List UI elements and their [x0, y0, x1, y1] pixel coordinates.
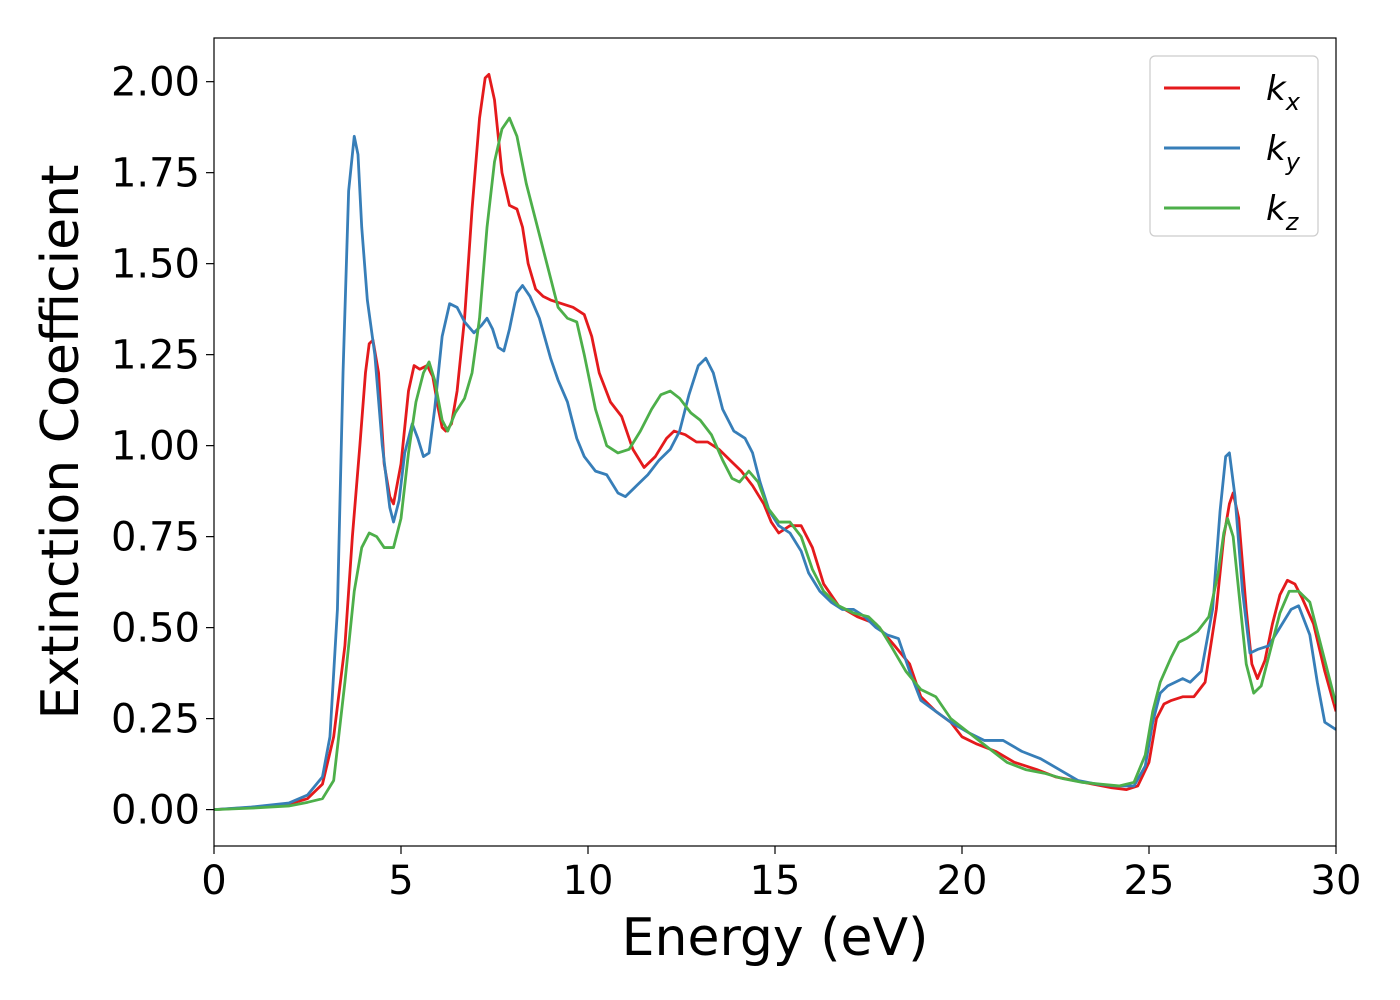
y-tick-label: 0.50	[111, 606, 200, 652]
y-tick-label: 1.25	[111, 333, 200, 379]
legend-label-ky: ky	[1266, 129, 1301, 176]
series-line-kz	[214, 116, 1336, 811]
x-tick-label: 0	[201, 858, 226, 904]
x-tick-label: 20	[937, 858, 988, 904]
x-axis-title: Energy (eV)	[622, 908, 929, 968]
series-layer	[214, 73, 1336, 811]
legend-label-kx: kx	[1266, 69, 1301, 116]
series-line-ky	[214, 134, 1336, 811]
y-tick-label: 0.75	[111, 515, 200, 561]
y-tick-label: 1.00	[111, 424, 200, 470]
y-tick-label: 1.50	[111, 242, 200, 288]
y-tick-label: 1.75	[111, 151, 200, 197]
y-tick-label: 0.25	[111, 697, 200, 743]
x-tick-label: 15	[750, 858, 801, 904]
legend-label-kz: kz	[1266, 189, 1300, 236]
legend: kx ky kz	[1149, 55, 1319, 237]
x-tick-label: 30	[1311, 858, 1362, 904]
y-axis-title: Extinction Coefficient	[31, 165, 91, 720]
x-tick-label: 10	[563, 858, 614, 904]
x-axis: 0 5 10 15 20 25 30	[201, 846, 1361, 904]
x-tick-label: 25	[1124, 858, 1175, 904]
y-axis: 0.00 0.25 0.50 0.75 1.00 1.25 1.50 1.75 2.00	[111, 60, 214, 834]
x-tick-label: 5	[388, 858, 413, 904]
y-tick-label: 0.00	[111, 788, 200, 834]
y-tick-label: 2.00	[111, 60, 200, 106]
legend-box	[1149, 55, 1319, 237]
series-line-kx	[214, 73, 1336, 811]
